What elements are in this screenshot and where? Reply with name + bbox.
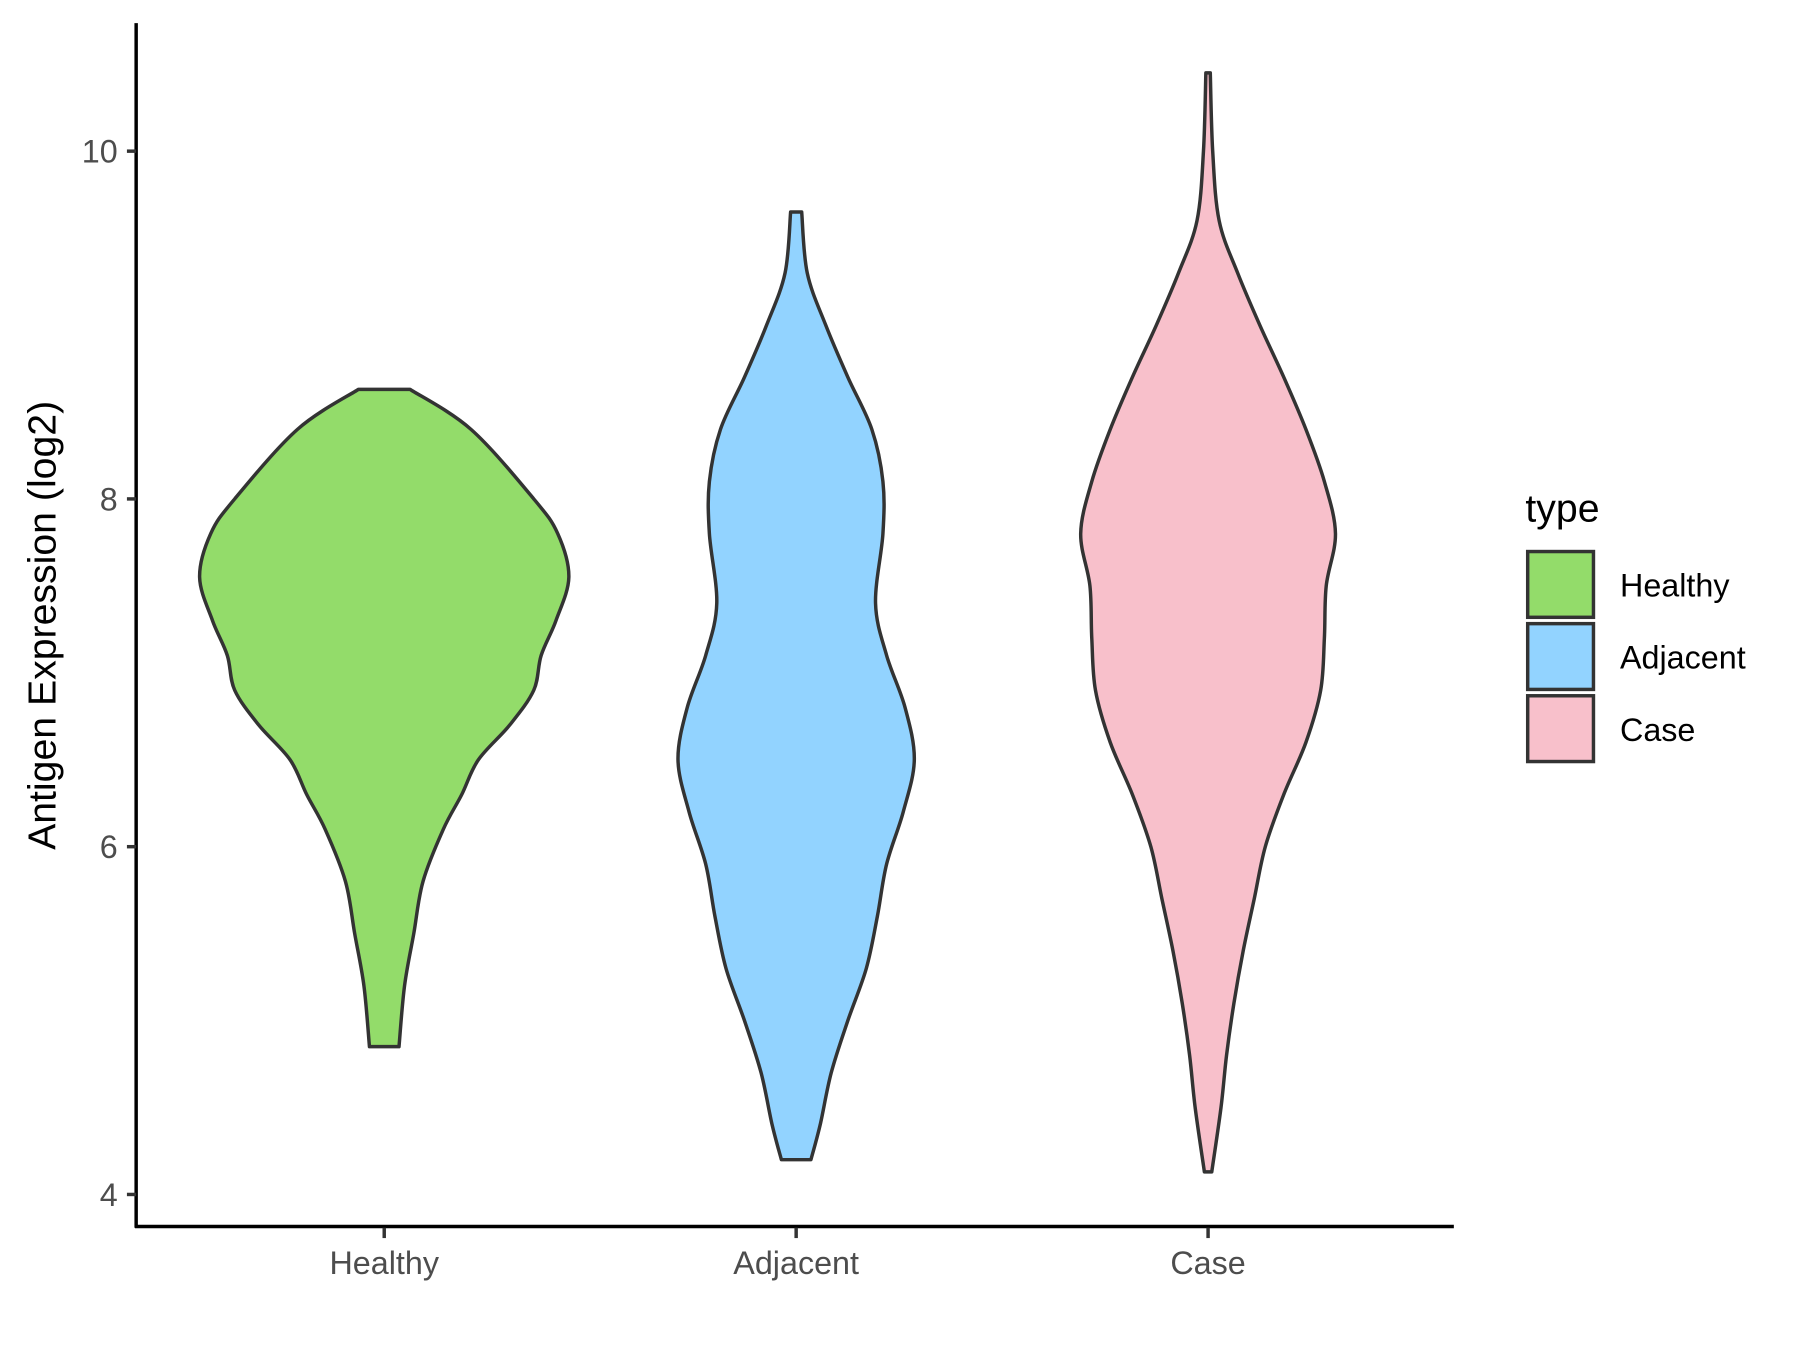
y-axis-title: Antigen Expression (log2): [20, 401, 64, 850]
y-tick-label: 8: [100, 481, 118, 517]
y-tick-label: 4: [100, 1177, 118, 1213]
y-ticks: 4 6 8 10: [82, 134, 137, 1213]
violin-adjacent: [676, 210, 917, 1162]
y-tick-label: 10: [82, 134, 118, 170]
x-ticks: Healthy Adjacent Case: [329, 1227, 1246, 1281]
legend-label: Adjacent: [1620, 640, 1746, 676]
violin-case: [1078, 71, 1338, 1174]
y-tick-label: 6: [100, 829, 118, 865]
violins: [197, 71, 1338, 1174]
legend-title: type: [1525, 487, 1599, 531]
legend-key-case: [1525, 694, 1596, 764]
legend-label: Healthy: [1620, 568, 1730, 604]
x-tick-label: Healthy: [329, 1245, 439, 1281]
legend-label: Case: [1620, 712, 1695, 748]
legend-key-healthy: [1525, 549, 1596, 620]
violin-healthy: [197, 387, 571, 1049]
x-tick-label: Case: [1170, 1245, 1245, 1281]
x-tick-label: Adjacent: [733, 1245, 859, 1281]
legend: type Healthy Adjacent Case: [1525, 487, 1746, 764]
legend-key-adjacent: [1525, 621, 1596, 692]
